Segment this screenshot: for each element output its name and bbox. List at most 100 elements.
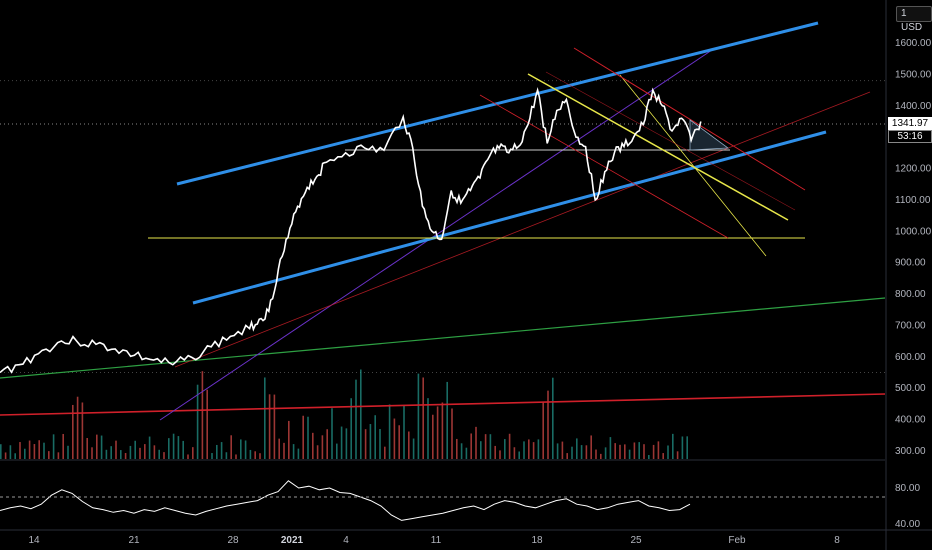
volume-bar <box>556 443 559 459</box>
volume-bar <box>571 446 573 459</box>
red-downtrend-2[interactable] <box>545 71 796 211</box>
price-axis-tick: 1600.00 <box>895 38 932 49</box>
time-axis-tick: 18 <box>531 535 543 546</box>
volume-bar <box>398 425 400 459</box>
volume-bar <box>148 436 151 459</box>
time-axis-tick: 21 <box>128 535 140 546</box>
volume-bar <box>235 454 237 459</box>
volume-bar <box>489 434 492 459</box>
red-downtrend[interactable] <box>573 47 806 191</box>
price-axis-tick: 800.00 <box>895 289 926 300</box>
volume-bar <box>652 444 655 459</box>
volume-bar <box>19 442 21 459</box>
volume-bar <box>28 440 31 459</box>
volume-bar <box>81 402 84 459</box>
volume-bar <box>566 453 568 459</box>
volume-bar <box>513 447 516 459</box>
purple-trendline[interactable] <box>159 47 716 421</box>
volume-bar <box>302 415 304 459</box>
volume-bar <box>168 438 170 459</box>
volume-bar <box>662 453 664 459</box>
green-trendline[interactable] <box>0 297 886 379</box>
price-layer <box>0 87 702 374</box>
red-long-trendline[interactable] <box>0 393 886 416</box>
volume-bar <box>374 415 376 459</box>
price-axis-tick: 1100.00 <box>895 195 931 206</box>
volume-bar <box>384 446 386 459</box>
volume-bar <box>441 402 444 459</box>
volume-bar <box>120 450 122 459</box>
currency-label[interactable]: 1 USD <box>896 6 932 33</box>
countdown-value: 53:16 <box>897 131 923 142</box>
price-axis-tick: 1500.00 <box>895 69 932 80</box>
volume-bar <box>355 379 357 459</box>
yellow-downtrend[interactable] <box>527 73 789 221</box>
volume-bar <box>672 433 674 459</box>
volume-bar <box>518 451 520 459</box>
volume-bar <box>576 438 578 459</box>
volume-bar <box>465 447 468 459</box>
volume-bar <box>216 444 218 459</box>
volume-bar <box>600 453 602 459</box>
volume-bar <box>547 390 549 459</box>
volume-bar <box>638 442 640 459</box>
volume-bar <box>508 433 511 459</box>
volume-bar <box>484 434 487 459</box>
volume-bar <box>192 447 194 459</box>
volume-bar <box>633 442 636 459</box>
volume-bar <box>686 436 688 459</box>
volume-bar <box>657 441 660 459</box>
triangle-shape[interactable] <box>689 119 730 151</box>
time-axis-tick: 28 <box>227 535 239 546</box>
volume-bar <box>532 442 535 459</box>
volume-bar <box>480 441 482 459</box>
volume-bar <box>86 437 88 459</box>
volume-bar <box>278 438 280 459</box>
volume-bar <box>43 442 45 459</box>
volume-bar <box>124 453 127 459</box>
volume-bar <box>0 444 2 459</box>
volume-bar <box>321 435 324 459</box>
price-axis-tick: 300.00 <box>895 446 926 457</box>
time-axis-tick: 25 <box>630 535 642 546</box>
volume-bar <box>72 404 74 459</box>
volume-bar <box>4 452 7 459</box>
red-downtrend-3[interactable] <box>479 94 729 239</box>
volume-bar <box>331 408 333 459</box>
blue-channel-upper[interactable] <box>176 21 819 186</box>
volume-bar <box>456 438 458 459</box>
volume-bar <box>595 449 597 459</box>
red-thin-trendline[interactable] <box>174 91 871 368</box>
volume-bar <box>643 444 645 459</box>
blue-channel-lower[interactable] <box>192 130 827 305</box>
volume-bar <box>129 445 132 459</box>
price-axis-tick: 1000.00 <box>895 226 932 237</box>
time-axis-tick: 11 <box>431 535 442 546</box>
price-axis-tick: 1400.00 <box>895 101 932 112</box>
volume-bar <box>264 377 266 459</box>
volume-bar <box>115 440 117 459</box>
volume-bar <box>144 444 146 459</box>
price-axis-tick: 900.00 <box>895 258 926 269</box>
volume-bar <box>206 389 208 459</box>
volume-bar <box>292 444 295 459</box>
volume-bar <box>681 436 684 459</box>
yellow-thin-trend[interactable] <box>619 74 767 257</box>
volume-bar <box>412 438 415 459</box>
volume-bar <box>177 436 180 459</box>
volume-bar <box>9 445 12 459</box>
trendline-layer[interactable] <box>0 21 886 421</box>
volume-bar <box>76 396 79 459</box>
last-price-badge: 1341.97 <box>888 117 932 130</box>
volume-bar <box>460 443 463 459</box>
volume-bar <box>225 452 228 459</box>
volume-bar <box>105 449 108 459</box>
volume-bar <box>187 454 189 459</box>
time-axis-tick: 8 <box>834 535 840 546</box>
volume-bar <box>62 433 64 459</box>
volume-bar <box>552 377 554 459</box>
volume-bar <box>403 405 405 459</box>
